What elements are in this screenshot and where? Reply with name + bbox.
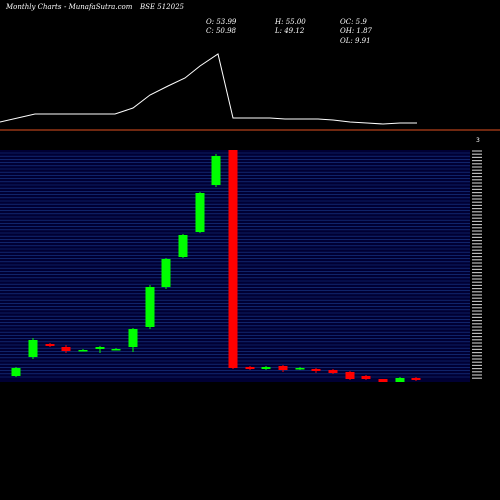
- candle-body-down: [228, 150, 238, 368]
- chart-title: Monthly Charts: [6, 3, 62, 11]
- candle-body-up: [195, 193, 205, 232]
- candle-body-down: [328, 370, 338, 373]
- candle-body-up: [211, 156, 221, 185]
- candle-body-up: [78, 350, 88, 352]
- candle-body-up: [395, 378, 405, 382]
- oc-value: OC: 5.9: [340, 18, 367, 26]
- candle-body-up: [145, 287, 155, 327]
- candle-body-down: [411, 378, 421, 380]
- price-scale-label: 3: [476, 137, 480, 144]
- candle-body-down: [361, 376, 371, 379]
- candle-body-up: [178, 235, 188, 257]
- candle-body-down: [378, 379, 388, 382]
- candle-body-up: [28, 340, 38, 357]
- candle-body-down: [345, 372, 355, 379]
- candle-body-up: [11, 368, 21, 376]
- chart-symbol: BSE 512025: [140, 3, 184, 11]
- oh-value: OH: 1.87: [340, 27, 373, 35]
- low-value: L: 49.12: [275, 27, 305, 35]
- price-line: [0, 53, 417, 125]
- candle-body-down: [45, 344, 55, 346]
- chart-source: - MunafaSutra.com: [64, 3, 133, 11]
- candle-body-down: [61, 347, 71, 351]
- candle-body-down: [278, 366, 288, 370]
- candle-body-down: [311, 369, 321, 371]
- high-value: H: 55.00: [275, 18, 306, 26]
- candle-body-up: [95, 347, 105, 349]
- open-value: O: 53.99: [206, 18, 237, 26]
- candle-body-up: [261, 367, 271, 369]
- ol-value: OL: 9.91: [340, 37, 371, 45]
- candle-body-up: [111, 349, 121, 351]
- candle-body-up: [128, 329, 138, 347]
- close-value: C: 50.98: [206, 27, 236, 35]
- candle-body-down: [245, 367, 255, 369]
- candle-body-up: [161, 259, 171, 287]
- candle-body-up: [295, 368, 305, 370]
